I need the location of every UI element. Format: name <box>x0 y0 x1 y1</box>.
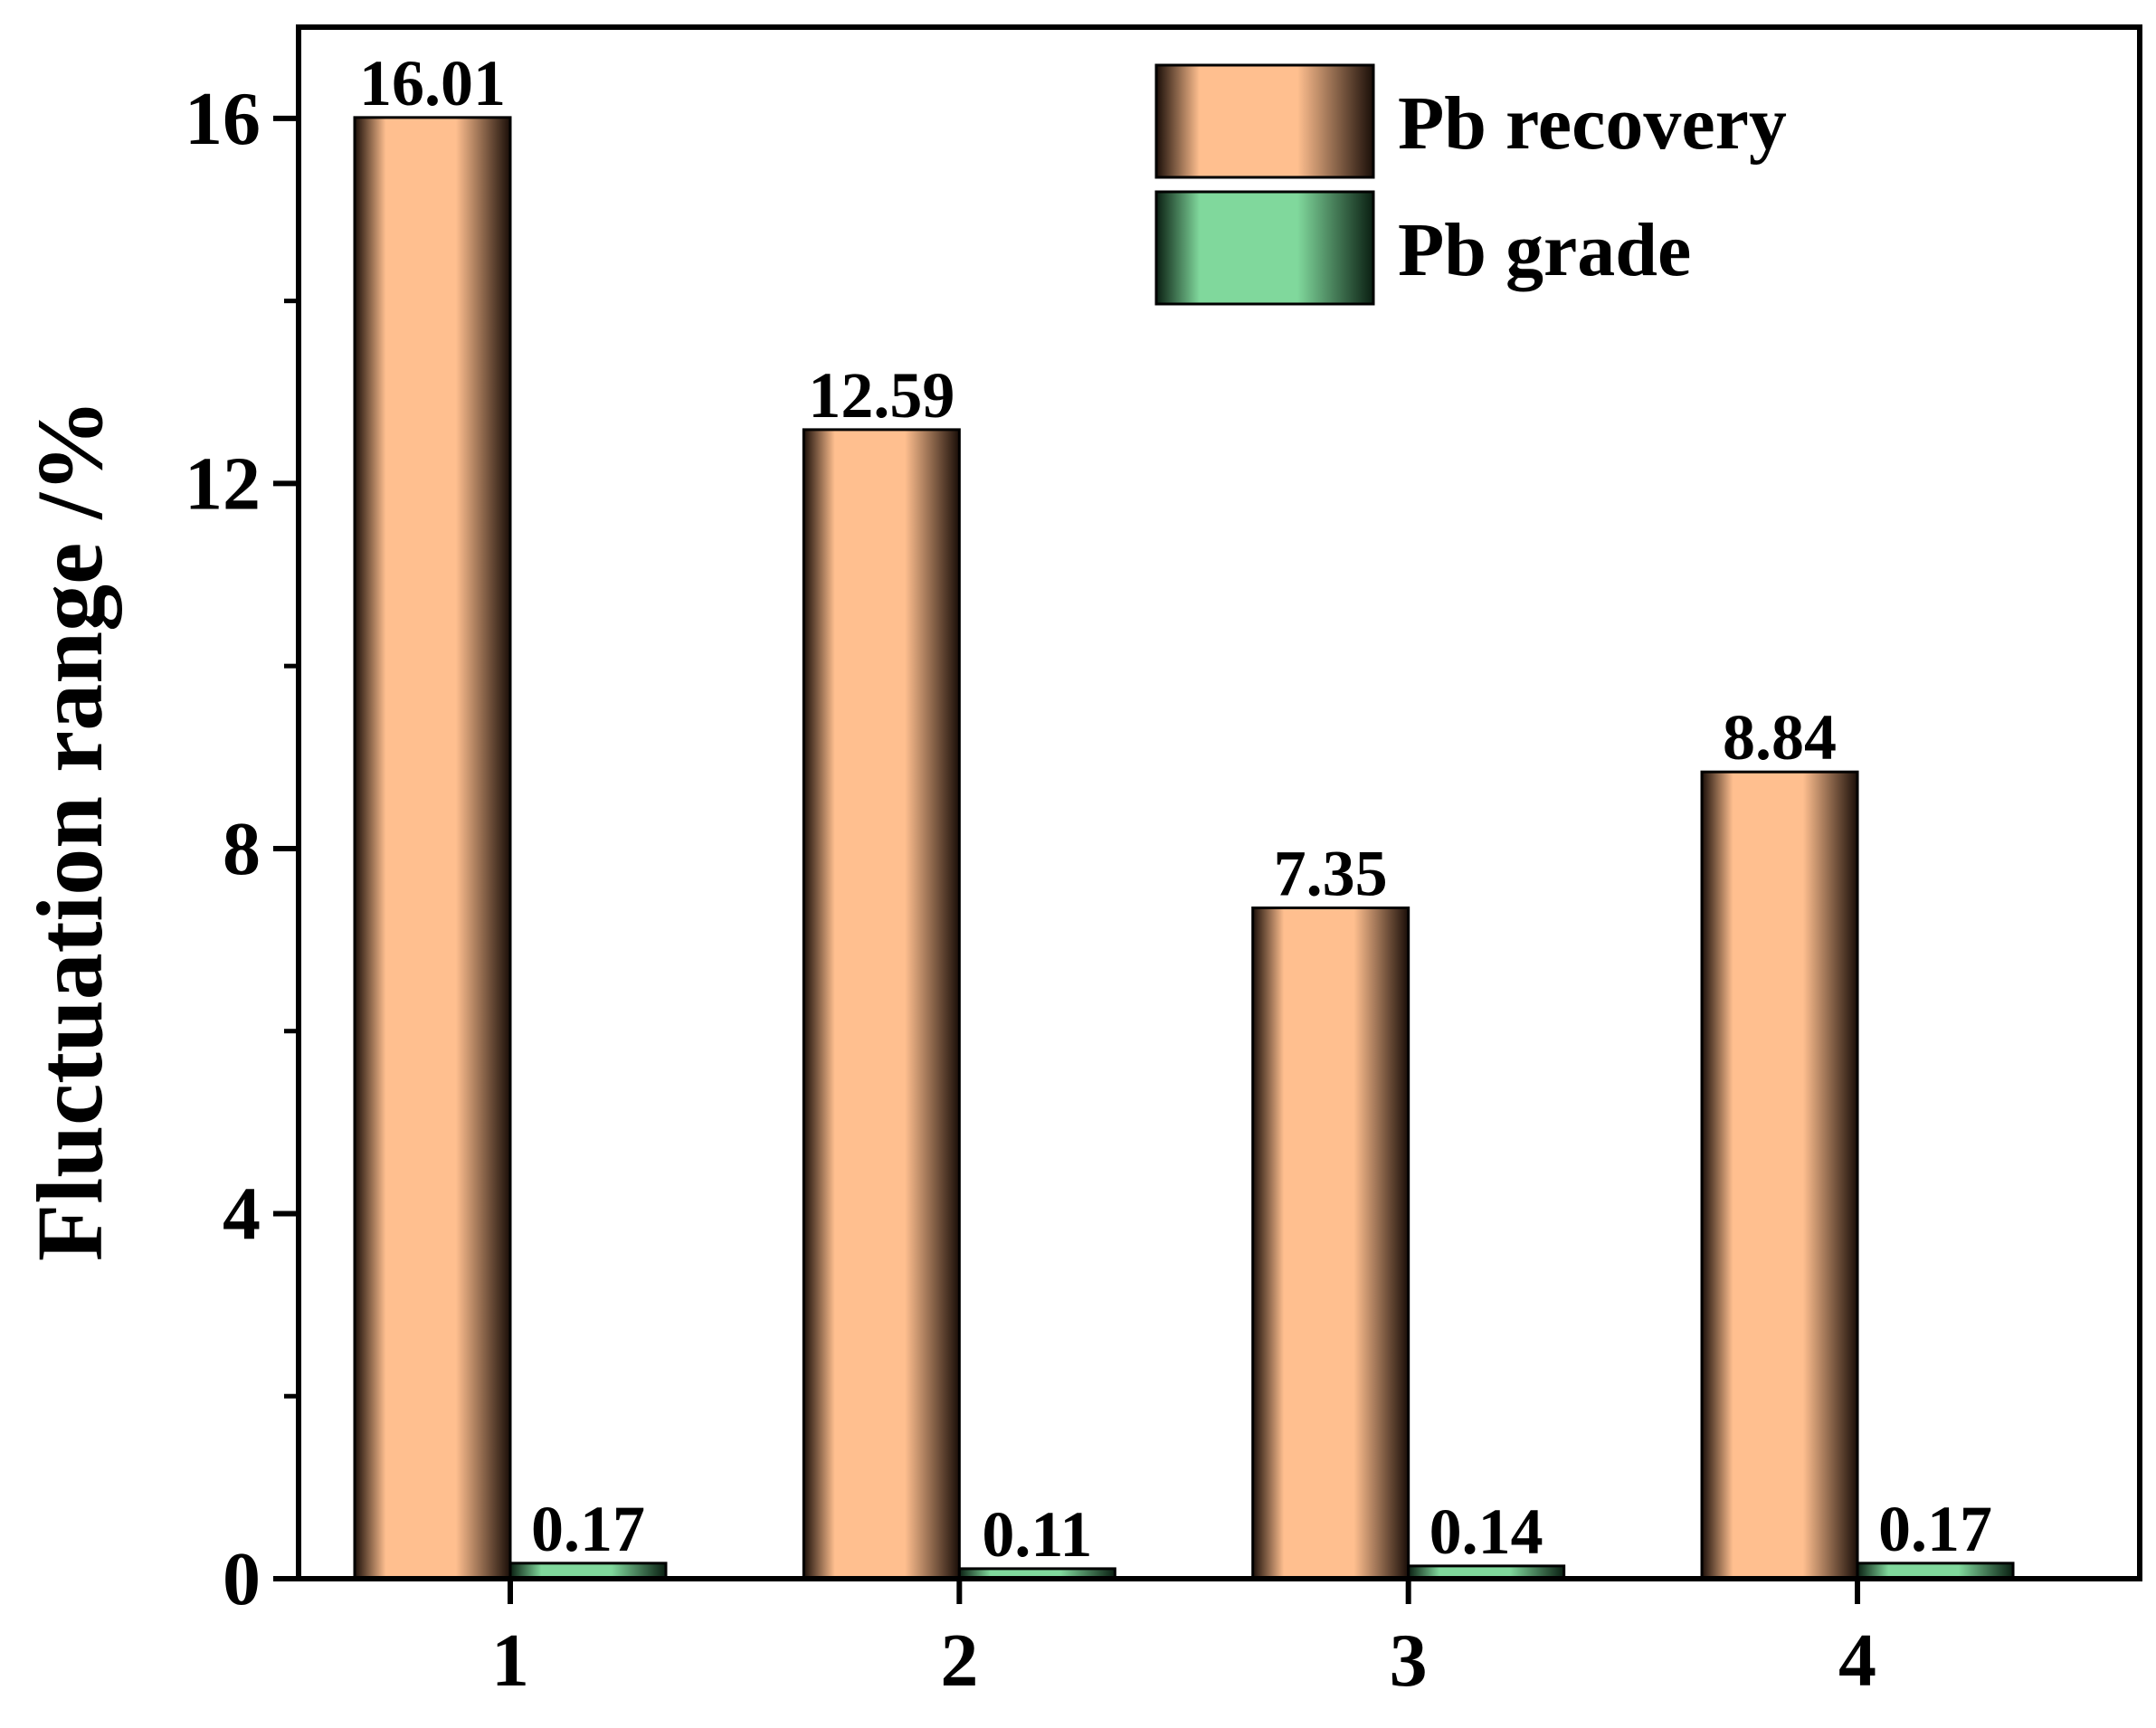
y-tick-label: 0 <box>223 1537 261 1621</box>
data-label: 7.35 <box>1274 838 1388 910</box>
y-axis-title: Fluctuation range /% <box>18 399 122 1261</box>
x-tick-label: 1 <box>491 1619 529 1703</box>
data-label: 12.59 <box>808 359 955 432</box>
data-label: 0.14 <box>1429 1495 1543 1568</box>
x-tick-label: 4 <box>1838 1619 1876 1703</box>
y-axis: 0 4 8 12 16 <box>185 77 299 1621</box>
plot-frame <box>296 24 2142 1581</box>
data-labels-layer: 16.01 0.17 12.59 0.11 7.35 0.14 8.84 0.17 <box>359 47 1992 1571</box>
x-axis: 1 2 3 4 <box>491 1579 1876 1703</box>
bar-pb-recovery-2 <box>802 428 961 1581</box>
y-tick-label: 12 <box>185 441 261 526</box>
y-tick-label: 4 <box>223 1172 261 1256</box>
legend-label: Pb grade <box>1398 208 1691 292</box>
bar-pb-recovery-3 <box>1251 907 1410 1581</box>
bars-layer <box>353 116 2015 1581</box>
bar-pb-recovery-1 <box>353 116 512 1581</box>
legend: Pb recovery Pb grade <box>1154 63 1787 306</box>
legend-swatch <box>1154 190 1375 306</box>
y-tick-label: 8 <box>223 807 261 891</box>
y-tick-label: 16 <box>185 77 261 161</box>
x-tick-label: 3 <box>1390 1619 1428 1703</box>
data-label: 0.17 <box>1878 1493 1992 1565</box>
legend-label: Pb recovery <box>1398 81 1787 166</box>
data-label: 0.17 <box>531 1493 645 1565</box>
data-label: 0.11 <box>982 1498 1092 1571</box>
data-label: 8.84 <box>1723 701 1837 774</box>
x-tick-label: 2 <box>940 1619 978 1703</box>
data-label: 16.01 <box>359 47 506 119</box>
legend-swatch <box>1154 63 1375 179</box>
bar-pb-recovery-4 <box>1700 770 1859 1581</box>
